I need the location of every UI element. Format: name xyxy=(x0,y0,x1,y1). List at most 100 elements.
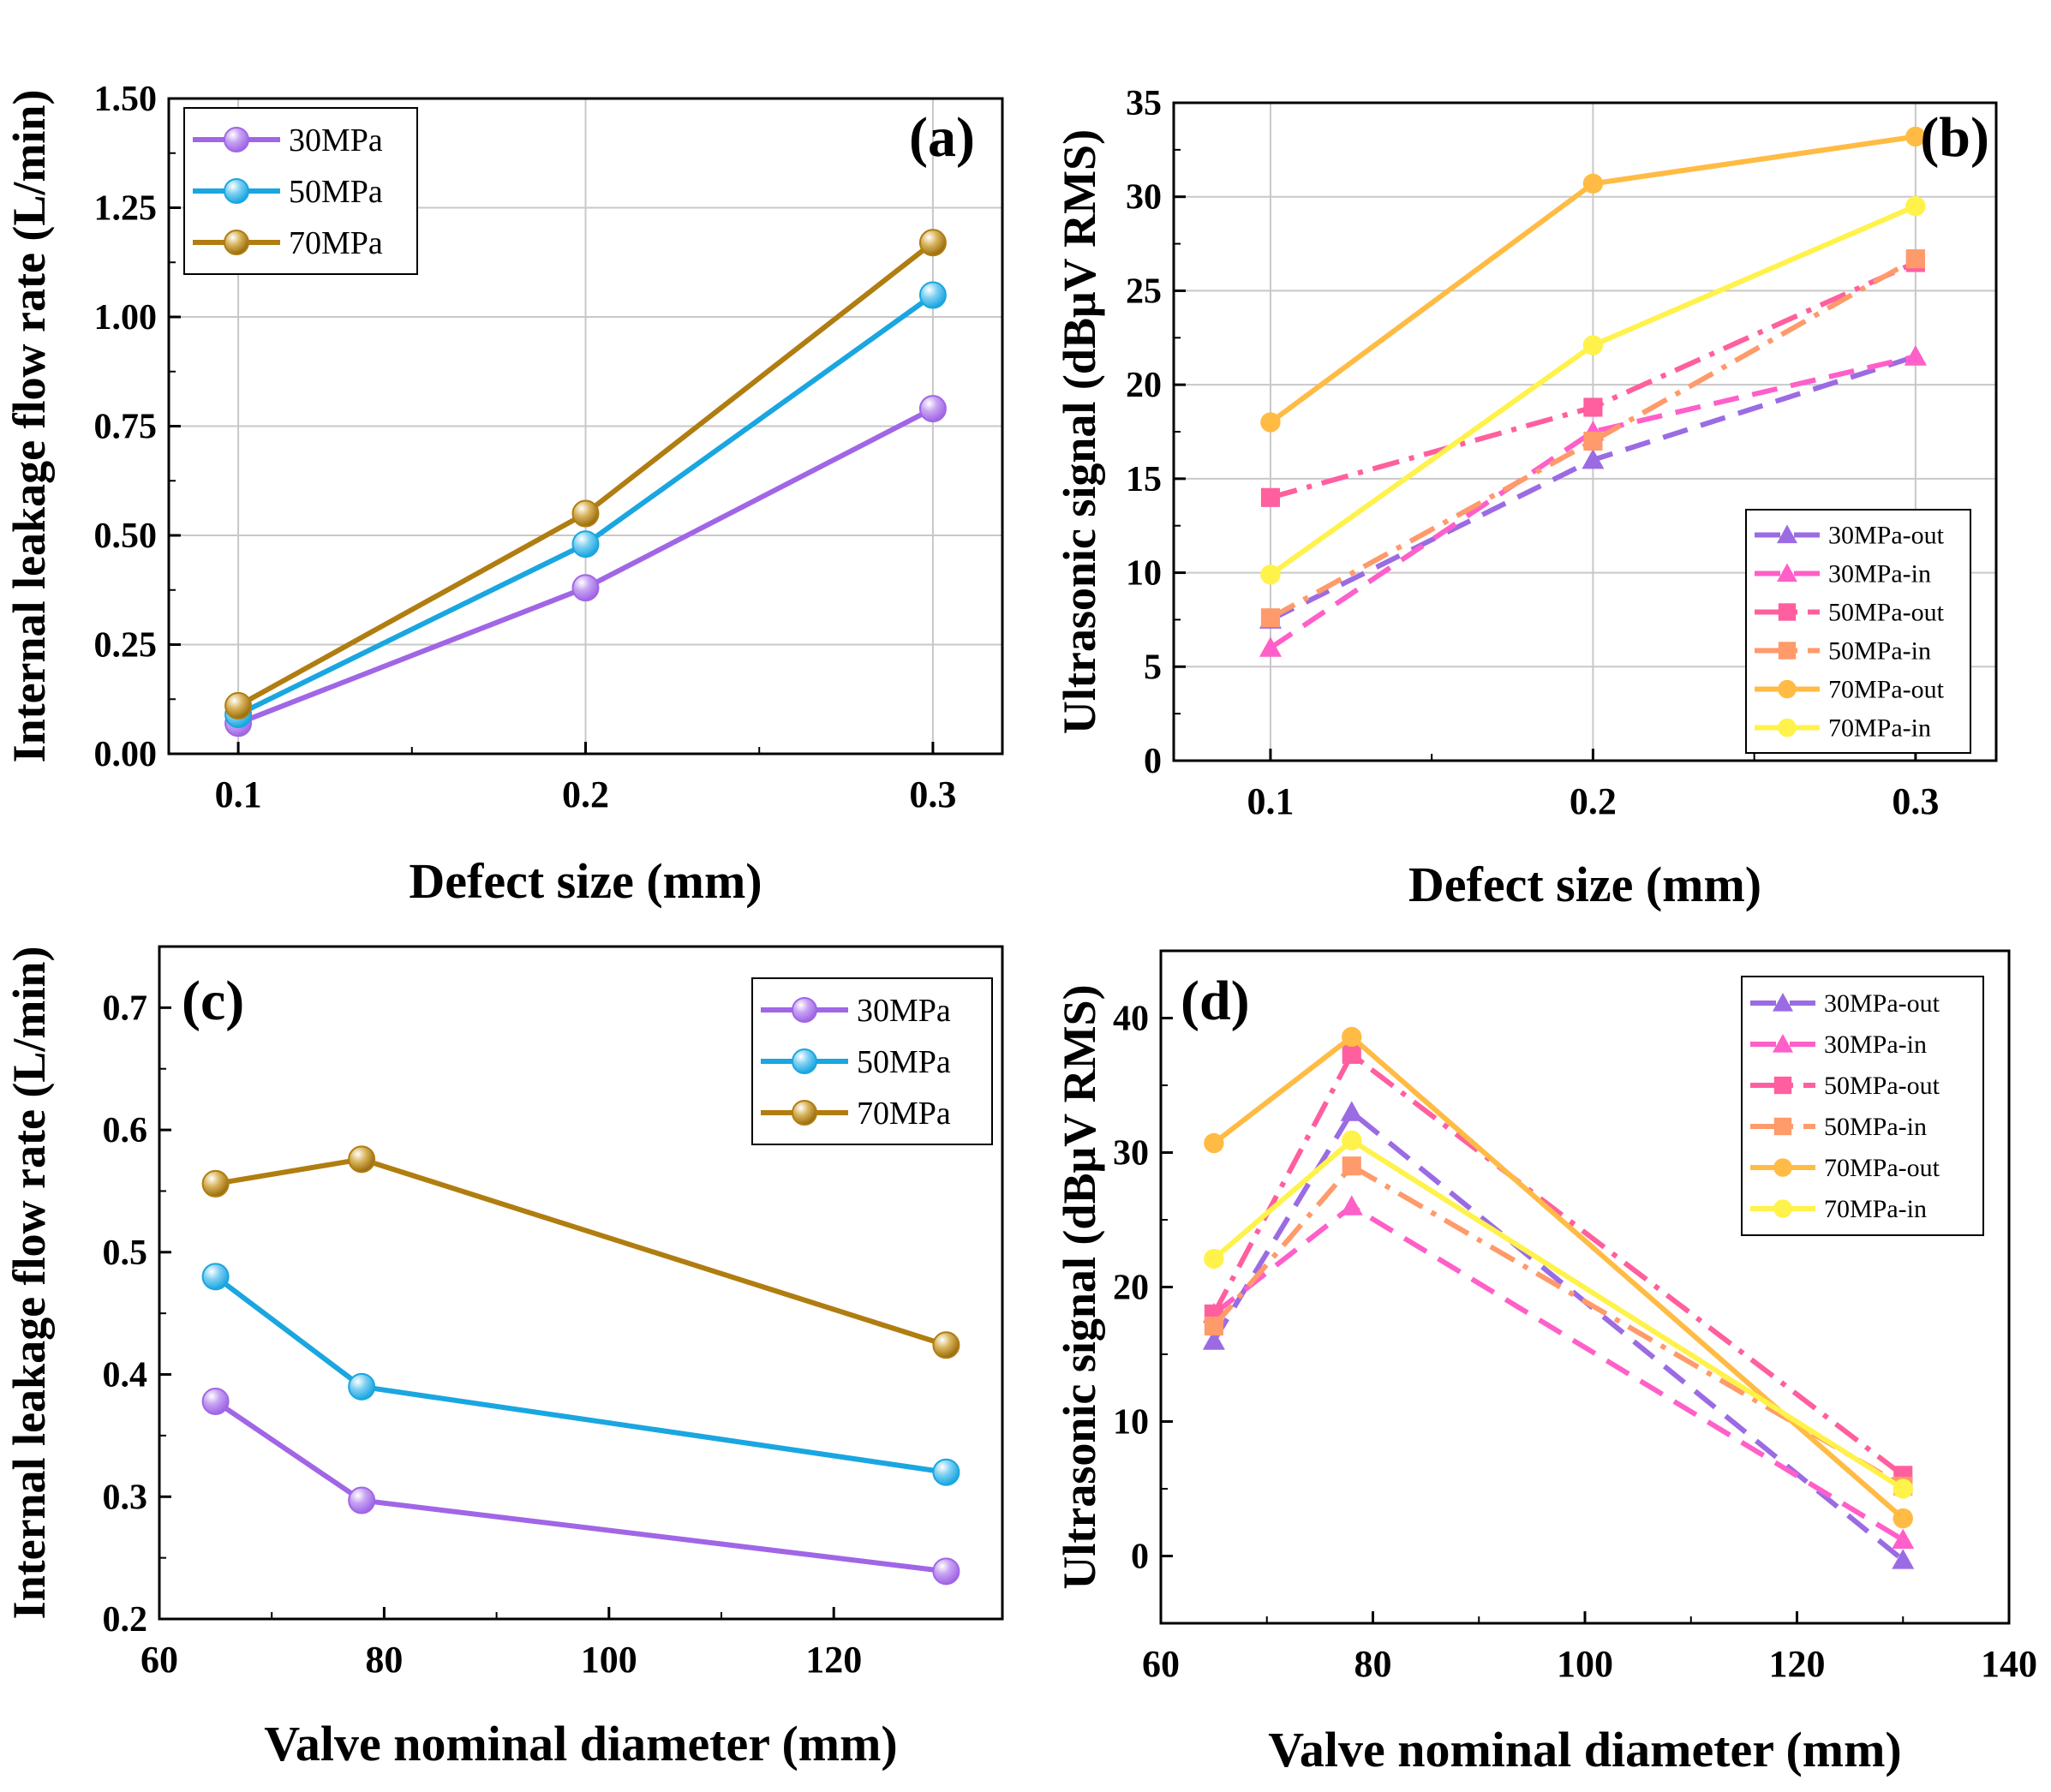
series-70mpa-out xyxy=(1260,126,1926,433)
x-tick-label: 100 xyxy=(1557,1643,1613,1685)
y-tick-label: 1.00 xyxy=(94,298,158,337)
panel-d: 60 80 100 120 140 0 10 20 30 40 30MPa-out 30MPa-in 5… xyxy=(1054,949,2037,1777)
data-point-70mpa-out xyxy=(1905,126,1926,147)
y-tick-label: 0 xyxy=(1131,1538,1149,1577)
legend-marker-70mpa xyxy=(224,230,249,255)
x-tick-label: 140 xyxy=(1981,1643,2037,1685)
legend-box xyxy=(1741,976,1984,1236)
x-tick-label: 0.1 xyxy=(215,774,262,815)
data-point-50mpa-in xyxy=(1342,1156,1361,1176)
y-tick-label: 0.25 xyxy=(94,626,158,666)
legend-marker-30mpa-in xyxy=(1773,1034,1793,1053)
data-point-30mpa-out xyxy=(1892,1549,1915,1569)
legend-marker-70mpa-in xyxy=(1773,1199,1792,1218)
x-tick-label: 100 xyxy=(581,1639,637,1681)
y-tick-label: 0.3 xyxy=(103,1478,148,1517)
data-point-50mpa-out xyxy=(1583,397,1603,417)
y-tick-label: 40 xyxy=(1113,1000,1149,1039)
legend-marker-50mpa-in xyxy=(1778,642,1797,660)
legend-label: 30MPa xyxy=(289,122,383,158)
y-axis-title: Ultrasonic signal (dBμV RMS) xyxy=(1054,984,1105,1589)
data-point-30mpa xyxy=(201,1387,230,1415)
x-tick-label: 80 xyxy=(1354,1643,1392,1685)
data-point-30mpa-in xyxy=(1259,636,1282,657)
data-point-30mpa-out xyxy=(1202,1329,1225,1350)
x-tick-label: 120 xyxy=(1769,1643,1826,1685)
legend: 30MPa 50MPa 70MPa xyxy=(751,977,993,1145)
legend-label: 70MPa-out xyxy=(1828,676,1945,704)
legend-label: 70MPa-in xyxy=(1824,1195,1927,1223)
x-tick-label: 0.2 xyxy=(1570,780,1617,822)
panel-a: 0.1 0.2 0.3 0.00 0.25 0.50 0.75 1.00 1.25 1.50 30M… xyxy=(3,80,1004,909)
data-point-30mpa-in xyxy=(1340,1195,1363,1216)
legend: 30MPa-out 30MPa-in 50MPa-out 50MPa-in 70MPa-… xyxy=(1745,509,1971,754)
series-line-30mpa xyxy=(213,1399,947,1574)
y-tick-label: 0.50 xyxy=(94,517,158,556)
data-point-30mpa-in xyxy=(1892,1528,1915,1550)
data-point-30mpa-out xyxy=(1582,448,1605,469)
x-tick-label: 120 xyxy=(805,1639,862,1681)
data-point-50mpa-in xyxy=(1583,431,1603,451)
data-point-30mpa xyxy=(918,395,947,423)
x-tick-label: 0.2 xyxy=(562,774,609,815)
data-point-50mpa xyxy=(201,1263,230,1291)
legend-marker-50mpa xyxy=(224,178,249,204)
y-tick-label: 1.50 xyxy=(94,80,158,119)
x-axis-title: Defect size (mm) xyxy=(409,853,762,909)
legend-marker-70mpa xyxy=(792,1100,817,1126)
y-tick-label: 20 xyxy=(1126,366,1162,405)
y-tick-label: 35 xyxy=(1126,84,1162,123)
data-point-50mpa-in xyxy=(1905,249,1925,269)
data-point-70mpa xyxy=(918,229,947,257)
x-axis-title: Valve nominal diameter (mm) xyxy=(264,1716,897,1771)
plot-frame xyxy=(1172,101,1998,762)
data-point-50mpa xyxy=(918,281,947,309)
y-tick-label: 0.7 xyxy=(103,989,148,1028)
y-axis-title: Ultrasonic signal (dBμV RMS) xyxy=(1054,129,1105,734)
legend-marker-30mpa xyxy=(792,997,817,1023)
legend: 30MPa 50MPa 70MPa xyxy=(183,107,418,275)
plot-frame xyxy=(158,945,1004,1621)
legend-marker-30mpa-out xyxy=(1777,524,1797,544)
legend-label: 50MPa-in xyxy=(1828,637,1931,666)
y-axis-title: Internal leakage flow rate (L/min) xyxy=(3,90,55,763)
data-point-70mpa-out xyxy=(1893,1508,1913,1529)
x-tick-label: 80 xyxy=(365,1639,403,1681)
data-point-70mpa-in xyxy=(1260,564,1281,585)
plot-frame xyxy=(1159,949,2011,1625)
data-point-50mpa xyxy=(932,1458,960,1486)
x-axis-title: Valve nominal diameter (mm) xyxy=(1268,1722,1901,1777)
data-point-50mpa-out xyxy=(1342,1044,1361,1064)
legend-label: 50MPa-out xyxy=(1824,1072,1940,1100)
data-point-70mpa xyxy=(571,499,600,528)
series-30mpa-out xyxy=(1202,1101,1915,1569)
legend-label: 30MPa-in xyxy=(1824,1030,1927,1059)
legend-label: 50MPa xyxy=(289,174,383,210)
x-tick-label: 60 xyxy=(141,1639,178,1681)
y-tick-label: 30 xyxy=(1113,1134,1149,1174)
legend-label: 70MPa-in xyxy=(1828,714,1931,743)
legend-marker-50mpa-in xyxy=(1773,1117,1792,1136)
data-point-70mpa-out xyxy=(1342,1026,1362,1048)
series-line-50mpa xyxy=(213,1274,947,1475)
legend: 30MPa-out 30MPa-in 50MPa-out 50MPa-in 70MPa-… xyxy=(1741,976,1984,1236)
data-point-70mpa-in xyxy=(1893,1478,1913,1499)
legend-label: 30MPa-in xyxy=(1828,560,1931,588)
legend-label: 70MPa-out xyxy=(1824,1154,1940,1182)
legend-marker-70mpa-out xyxy=(1778,679,1797,699)
legend-marker-70mpa-out xyxy=(1773,1158,1792,1177)
y-tick-label: 10 xyxy=(1126,554,1162,594)
data-point-70mpa-in xyxy=(1582,335,1604,355)
data-point-50mpa-out xyxy=(1260,487,1280,507)
legend-marker-50mpa-out xyxy=(1778,603,1797,621)
legend-label: 50MPa-out xyxy=(1828,599,1945,627)
series-70mpa-out xyxy=(1204,1026,1913,1529)
data-point-70mpa-in xyxy=(1905,195,1926,217)
data-point-50mpa xyxy=(571,530,600,559)
series-line-30mpa-in xyxy=(1212,1204,1904,1543)
data-point-30mpa xyxy=(348,1486,376,1514)
data-point-30mpa-in xyxy=(1904,345,1927,366)
series-50mpa xyxy=(201,1263,960,1486)
panel-label: (a) xyxy=(909,106,975,169)
